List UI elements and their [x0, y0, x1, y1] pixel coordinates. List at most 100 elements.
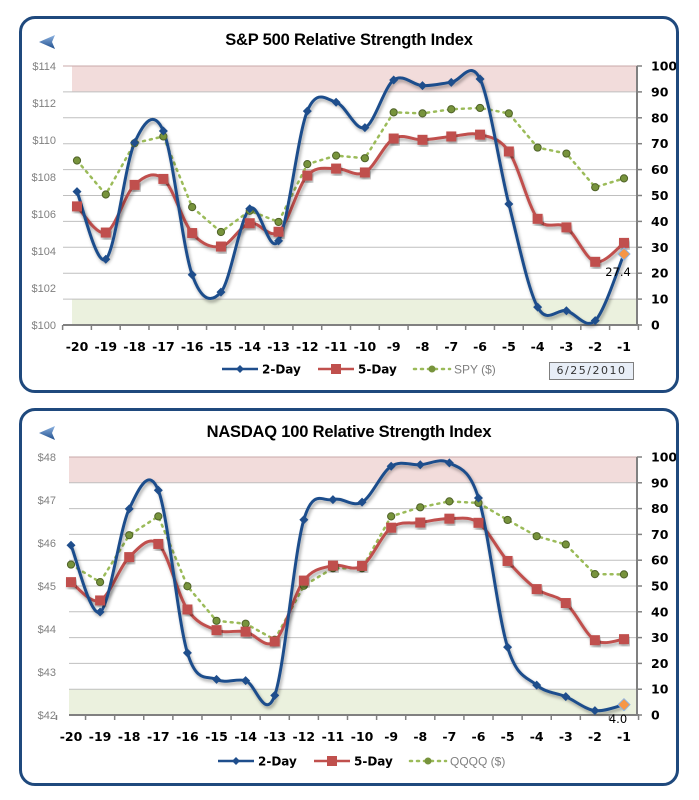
- right-axis-tick-label: 100: [651, 450, 676, 465]
- 2day-marker: [241, 676, 251, 686]
- right-axis-tick-label: 40: [651, 214, 669, 229]
- 2day-marker: [444, 458, 454, 468]
- x-axis-tick-label: -2: [588, 339, 602, 354]
- 5day-marker: [100, 227, 111, 238]
- legend-square-icon: [327, 756, 337, 766]
- right-axis-tick-label: 0: [651, 318, 660, 333]
- right-axis-tick-label: 70: [651, 527, 669, 542]
- 2day-marker: [66, 540, 76, 550]
- 2day-marker: [532, 680, 542, 690]
- 5day-marker: [153, 538, 164, 549]
- price-marker: [332, 151, 341, 160]
- right-axis-tick-label: 80: [651, 110, 669, 125]
- left-axis-tick-label: $114: [32, 61, 56, 73]
- right-axis-tick-label: 30: [651, 630, 669, 645]
- 5day-marker: [66, 577, 76, 588]
- 2day-marker: [216, 287, 226, 297]
- x-axis-tick-label: -7: [444, 339, 458, 354]
- back-arrow-icon[interactable]: [38, 34, 56, 50]
- x-axis-tick-label: -18: [123, 339, 146, 354]
- oversold-band: [69, 689, 637, 715]
- x-axis-tick-label: -17: [147, 729, 170, 744]
- last-value-marker: [617, 697, 631, 712]
- price-marker: [72, 156, 82, 165]
- 5day-marker: [302, 170, 313, 181]
- price-marker: [389, 108, 398, 117]
- x-axis-tick-label: -10: [354, 339, 377, 354]
- 5day-marker: [415, 517, 426, 528]
- 5day-marker: [589, 635, 600, 646]
- price-marker: [532, 532, 541, 541]
- 2day-marker: [245, 204, 255, 214]
- last-value-marker: [617, 247, 631, 261]
- 2day-marker: [187, 270, 197, 280]
- 2day-marker: [302, 106, 312, 116]
- x-axis-tick-label: -11: [322, 729, 345, 744]
- price-marker: [303, 160, 312, 169]
- 5day-marker: [95, 595, 106, 606]
- 5day-marker: [244, 218, 255, 229]
- x-axis-tick-label: -12: [293, 729, 316, 744]
- 5day-marker: [388, 133, 399, 144]
- 2day-marker: [212, 674, 222, 684]
- series-line-price: [75, 106, 626, 234]
- oversold-band: [72, 299, 637, 325]
- spx-rsi-panel: S&P 500 Relative Strength Index 0 10 20 30 4…: [19, 16, 679, 393]
- overbought-band: [72, 66, 637, 92]
- 5day-marker: [124, 552, 135, 563]
- legend-circle-icon: [424, 757, 432, 765]
- 5day-marker: [503, 146, 514, 157]
- 5day-marker: [269, 636, 280, 647]
- x-axis-tick-label: -3: [559, 339, 573, 354]
- legend-label: QQQQ ($): [450, 755, 505, 769]
- x-axis-tick-label: -11: [325, 339, 348, 354]
- x-axis-tick-label: -20: [60, 729, 83, 744]
- x-axis-tick-label: -16: [176, 729, 199, 744]
- x-axis-tick-label: -19: [89, 729, 112, 744]
- legend-item-2day: 2-Day: [222, 363, 301, 377]
- price-marker: [154, 512, 163, 521]
- x-axis-tick-label: -10: [351, 729, 374, 744]
- right-axis-tick-label: 50: [651, 579, 669, 594]
- 2day-marker: [386, 461, 396, 471]
- left-axis-tick-label: $47: [38, 495, 56, 507]
- price-marker: [416, 503, 425, 512]
- left-axis-tick-label: $110: [32, 135, 56, 147]
- x-axis-tick-label: -13: [267, 339, 290, 354]
- 5day-marker: [240, 626, 251, 637]
- x-axis-tick-label: -6: [473, 339, 487, 354]
- price-marker: [418, 109, 427, 118]
- chart-title: NASDAQ 100 Relative Strength Index: [206, 423, 492, 441]
- right-axis-tick-label: 30: [651, 240, 669, 255]
- date-badge: 6/25/2010: [549, 362, 634, 380]
- price-marker: [241, 619, 250, 628]
- 2day-marker: [504, 199, 514, 209]
- 5day-marker: [532, 213, 543, 224]
- legend-item-2day: 2-Day: [218, 755, 297, 769]
- 2day-marker: [274, 236, 284, 246]
- 2day-marker: [153, 485, 163, 495]
- right-axis-tick-label: 70: [651, 136, 669, 151]
- 2day-marker: [533, 302, 543, 312]
- x-axis-tick-label: -9: [387, 339, 401, 354]
- back-arrow-icon[interactable]: [38, 425, 56, 441]
- right-axis-tick-label: 50: [651, 188, 669, 203]
- x-axis-tick-label: -3: [559, 729, 573, 744]
- price-marker: [591, 183, 600, 192]
- 5day-marker: [215, 241, 226, 252]
- 2day-marker: [446, 77, 456, 87]
- x-axis-tick-label: -12: [296, 339, 319, 354]
- 2day-marker: [182, 648, 192, 658]
- 2day-marker: [270, 690, 280, 700]
- x-axis-tick-label: -18: [118, 729, 141, 744]
- x-axis-tick-label: -8: [416, 339, 430, 354]
- left-axis-tick-label: $100: [32, 320, 56, 332]
- price-marker: [188, 203, 197, 212]
- price-marker: [447, 105, 456, 114]
- series-line-price: [69, 500, 626, 642]
- left-axis-tick-label: $48: [38, 452, 56, 464]
- 5day-marker: [561, 222, 572, 233]
- legend-label: 2-Day: [258, 755, 297, 769]
- 2day-marker: [95, 607, 105, 617]
- price-marker: [274, 217, 283, 227]
